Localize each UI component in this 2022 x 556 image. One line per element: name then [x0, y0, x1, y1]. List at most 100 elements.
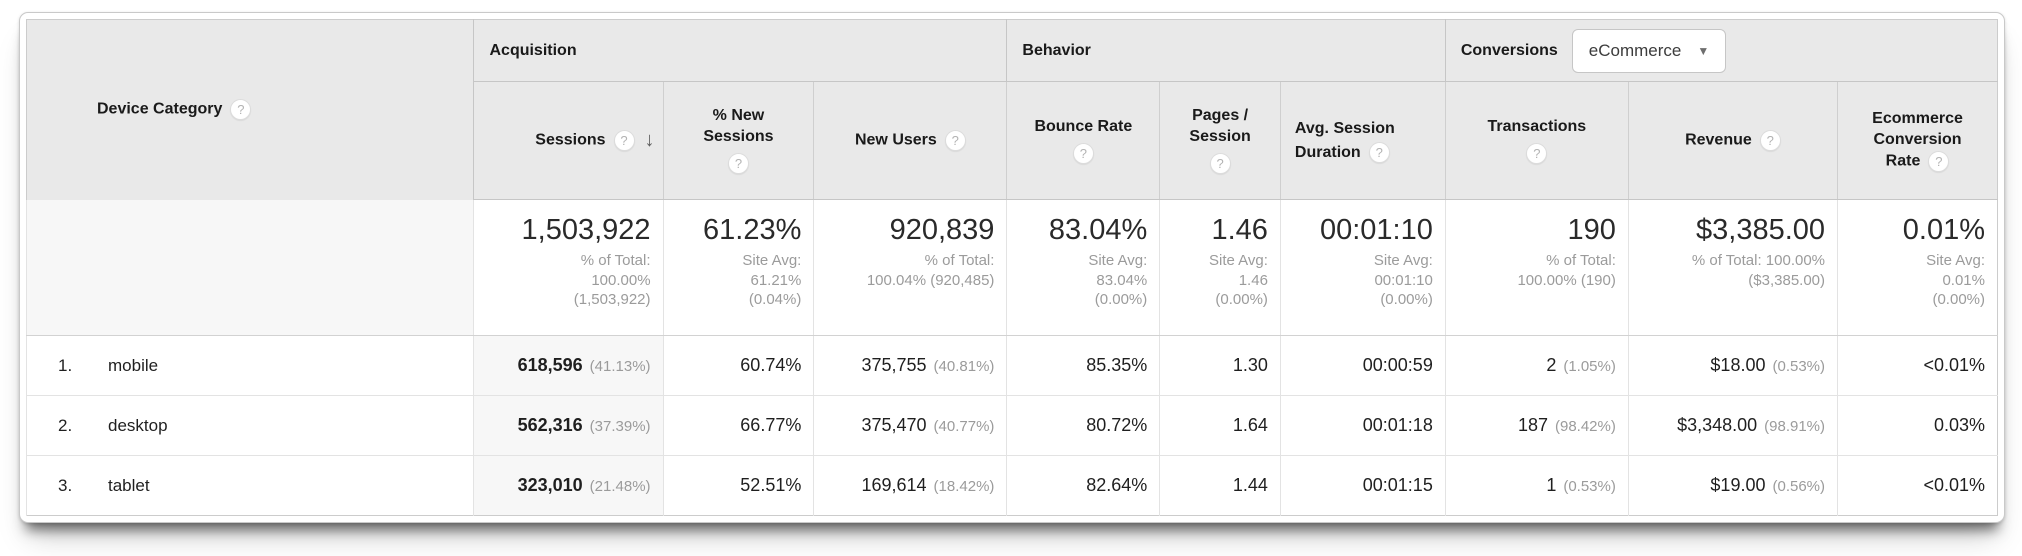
help-icon[interactable]: ? [727, 153, 749, 175]
cell-new-users: 375,470 (40.77%) [813, 395, 1007, 456]
row-rank: 2. [58, 415, 73, 435]
sessions-label: Sessions [535, 131, 606, 149]
group-header-behavior: Behavior [1006, 19, 1446, 82]
help-icon[interactable]: ? [1928, 150, 1950, 172]
totals-pages-session: 1.46 Site Avg: 1.46 (0.00%) [1159, 199, 1281, 336]
cell-avg-session-duration: 00:00:59 [1279, 335, 1446, 396]
cell-pages-session: 1.30 [1159, 335, 1281, 396]
help-icon[interactable]: ? [1759, 129, 1781, 151]
pages-session-label-line1: Pages / [1192, 107, 1249, 125]
cell-bounce-rate: 85.35% [1006, 335, 1160, 396]
cell-revenue: $19.00 (0.56%) [1627, 455, 1838, 516]
device-category-label: Device Category [97, 100, 223, 118]
totals-device-cell [25, 199, 474, 336]
device-name: desktop [108, 415, 168, 435]
group-header-acquisition: Acquisition [473, 19, 1007, 82]
new-users-label: New Users [854, 131, 937, 149]
cell-avg-session-duration: 00:01:18 [1279, 395, 1446, 456]
cell-sessions: 562,316 (37.39%) [473, 395, 664, 456]
cell-transactions: 1 (0.53%) [1444, 455, 1629, 516]
bounce-rate-label: Bounce Rate [1034, 117, 1133, 135]
cell-pages-session: 1.64 [1159, 395, 1281, 456]
cell-new-sessions: 60.74% [662, 335, 814, 396]
table-header: Device Category? Acquisition Behavior Co… [26, 19, 1998, 200]
cell-transactions: 187 (98.42%) [1444, 395, 1629, 456]
device-name: mobile [108, 355, 159, 375]
totals-bounce-rate: 83.04% Site Avg: 83.04% (0.00%) [1006, 199, 1160, 336]
totals-avg-session-duration: 00:01:10 Site Avg: 00:01:10 (0.00%) [1279, 199, 1446, 336]
conversions-goal-dropdown[interactable]: eCommerce ▼ [1571, 28, 1727, 73]
report-card: Device Category? Acquisition Behavior Co… [19, 12, 2005, 523]
column-header-avg-session-duration[interactable]: Avg. Session Duration? [1279, 81, 1446, 200]
column-header-revenue[interactable]: Revenue? [1627, 81, 1838, 200]
column-header-bounce-rate[interactable]: Bounce Rate ? [1006, 81, 1160, 200]
cell-device: 1. mobile [25, 335, 474, 396]
conversions-label: Conversions [1460, 41, 1558, 59]
transactions-label: Transactions [1487, 117, 1587, 135]
column-header-transactions[interactable]: Transactions ? [1444, 81, 1629, 200]
column-header-new-users[interactable]: New Users? [813, 81, 1007, 200]
device-category-report-table: Device Category? Acquisition Behavior Co… [25, 19, 1998, 516]
cell-bounce-rate: 82.64% [1006, 455, 1160, 516]
row-rank: 3. [58, 475, 73, 495]
cell-new-users: 169,614 (18.42%) [813, 455, 1007, 516]
help-icon[interactable]: ? [944, 129, 966, 151]
avg-duration-label-line2: Duration [1294, 143, 1361, 161]
cell-new-sessions: 66.77% [662, 395, 814, 456]
avg-duration-label-line1: Avg. Session [1294, 120, 1395, 138]
cell-revenue: $3,348.00 (98.91%) [1627, 395, 1838, 456]
column-header-pages-session[interactable]: Pages / Session ? [1159, 81, 1281, 200]
totals-new-users: 920,839 % of Total: 100.04% (920,485) [813, 199, 1007, 336]
cell-avg-session-duration: 00:01:15 [1279, 455, 1446, 516]
group-header-row: Device Category? Acquisition Behavior Co… [26, 19, 1998, 200]
acquisition-label: Acquisition [489, 41, 577, 59]
totals-row: 1,503,922 % of Total: 100.00% (1,503,922) … [25, 199, 1998, 336]
chevron-down-icon: ▼ [1697, 43, 1710, 58]
group-header-conversions: Conversions eCommerce ▼ [1444, 19, 1998, 82]
table-row-mobile: 1. mobile 618,596 (41.13%) 60.74% 375,755(… [25, 335, 1998, 396]
metric-header-row: Sessions? ↓ % New Sessions ? New Users? B… [27, 81, 1998, 200]
help-icon[interactable]: ? [1072, 142, 1094, 164]
new-sessions-label-line1: % New [712, 107, 765, 125]
totals-revenue: $3,385.00 % of Total: 100.00% ($3,385.00) [1627, 199, 1838, 336]
ecommerce-cr-label-line3: Rate [1885, 152, 1921, 170]
cell-new-sessions: 52.51% [662, 455, 814, 516]
cell-sessions: 323,010 (21.48%) [473, 455, 664, 516]
cell-ecommerce-conversion-rate: <0.01% [1837, 335, 1998, 396]
help-icon[interactable]: ? [1209, 153, 1231, 175]
ecommerce-cr-label-line2: Conversion [1873, 130, 1962, 148]
cell-revenue: $18.00 (0.53%) [1627, 335, 1838, 396]
help-icon[interactable]: ? [1368, 141, 1390, 163]
new-sessions-label-line2: Sessions [703, 128, 774, 146]
column-header-sessions[interactable]: Sessions? ↓ [473, 81, 664, 200]
cell-bounce-rate: 80.72% [1006, 395, 1160, 456]
pages-session-label-line2: Session [1189, 128, 1251, 146]
device-name: tablet [108, 475, 150, 495]
revenue-label: Revenue [1685, 131, 1752, 149]
cell-sessions: 618,596 (41.13%) [473, 335, 664, 396]
cell-transactions: 2 (1.05%) [1444, 335, 1629, 396]
table-row-desktop: 2. desktop 562,316 (37.39%) 66.77% 375,470… [25, 395, 1998, 456]
help-icon[interactable]: ? [1526, 142, 1548, 164]
column-header-device-category[interactable]: Device Category? [26, 19, 475, 200]
column-header-ecommerce-conversion-rate[interactable]: Ecommerce Conversion Rate? [1837, 81, 1998, 200]
table-row-tablet: 3. tablet 323,010 (21.48%) 52.51% 169,614(… [25, 455, 1998, 516]
cell-ecommerce-conversion-rate: 0.03% [1837, 395, 1998, 456]
totals-transactions: 190 % of Total: 100.00% (190) [1444, 199, 1629, 336]
column-header-new-sessions[interactable]: % New Sessions ? [662, 81, 814, 200]
conversions-goal-value: eCommerce [1588, 40, 1682, 60]
row-rank: 1. [58, 355, 73, 375]
totals-new-sessions: 61.23% Site Avg: 61.21% (0.04%) [662, 199, 814, 336]
help-icon[interactable]: ? [230, 99, 252, 121]
cell-ecommerce-conversion-rate: <0.01% [1837, 455, 1998, 516]
cell-pages-session: 1.44 [1159, 455, 1281, 516]
cell-device: 3. tablet [25, 455, 474, 516]
totals-sessions: 1,503,922 % of Total: 100.00% (1,503,922) [473, 199, 664, 336]
ecommerce-cr-label-line1: Ecommerce [1872, 109, 1963, 127]
help-icon[interactable]: ? [613, 130, 635, 151]
sort-desc-icon: ↓ [644, 129, 655, 151]
cell-new-users: 375,755 (40.81%) [813, 335, 1007, 396]
table-body: 1,503,922 % of Total: 100.00% (1,503,922) … [25, 199, 1998, 516]
behavior-label: Behavior [1022, 41, 1091, 59]
